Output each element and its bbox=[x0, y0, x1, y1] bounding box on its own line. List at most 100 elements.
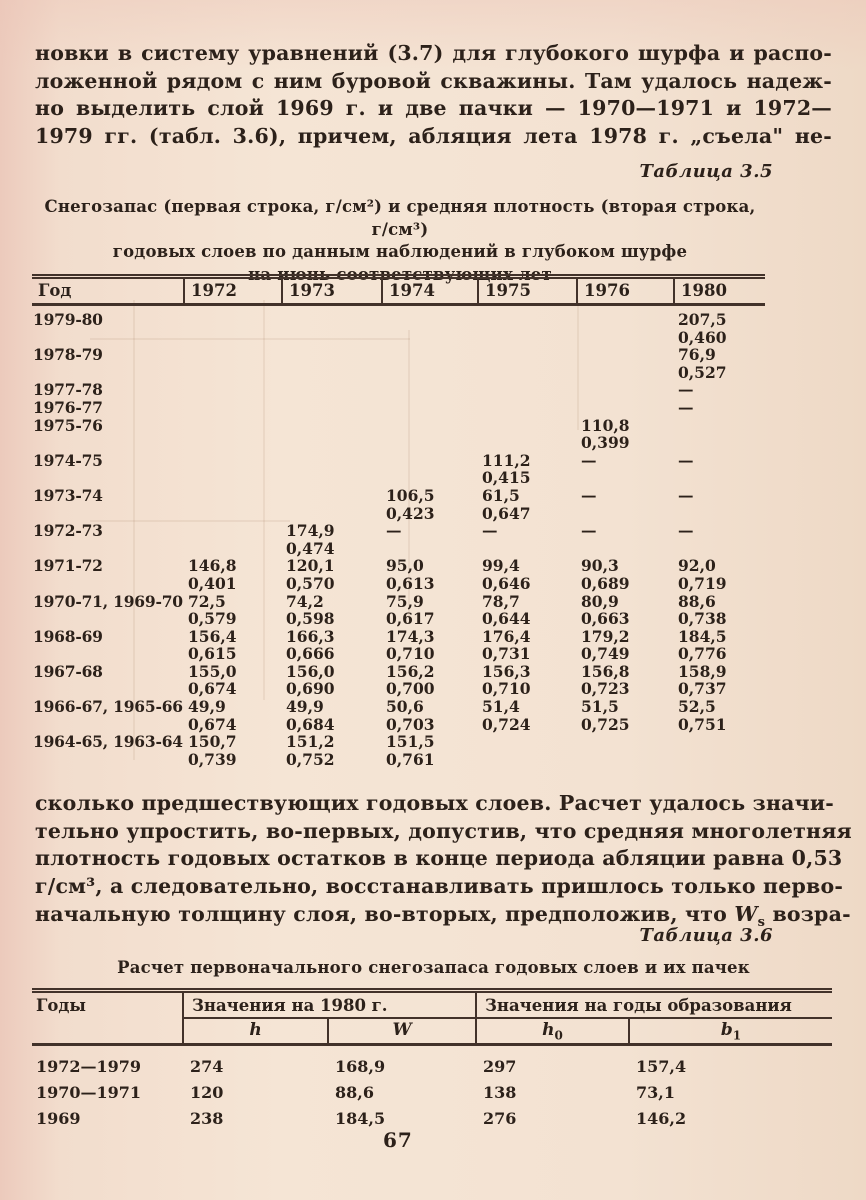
table35-row-label-empty bbox=[32, 610, 183, 628]
caption-line: годовых слоев по данным наблюдений в глу… bbox=[112, 242, 688, 261]
math-subscript: s bbox=[757, 914, 766, 930]
text-line: плотность годовых остатков в конце перио… bbox=[35, 846, 843, 871]
table35-row-label-empty bbox=[32, 575, 183, 593]
table35-row: 1971-72 146,8 120,1 95,0 99,4 90,3 92,0 bbox=[32, 557, 765, 575]
table35-snow-value: 158,9 bbox=[678, 661, 727, 681]
table35-snow-value: 52,5 bbox=[678, 697, 716, 717]
table35-density-value: 0,598 bbox=[286, 609, 335, 629]
table35-density-value: 0,674 bbox=[188, 679, 237, 699]
table35-density-value: 0,723 bbox=[581, 679, 630, 699]
paragraph-middle: сколько предшествующих годовых слоев. Ра… bbox=[35, 790, 852, 930]
table35-snow-value: 92,0 bbox=[678, 556, 716, 576]
table35-density-value: 0,703 bbox=[386, 714, 435, 734]
table35-snow-value: — bbox=[581, 485, 597, 505]
table35-snow-value: 61,5 bbox=[482, 485, 520, 505]
table35-density-value bbox=[381, 540, 477, 558]
table35-row-label: 1968-69 bbox=[33, 626, 103, 646]
table36-value: 168,9 bbox=[335, 1057, 386, 1076]
table35-snow-value bbox=[183, 311, 281, 329]
table35-density-value bbox=[477, 434, 576, 452]
table35-row: 1972-73 174,9 — — — — bbox=[32, 522, 765, 540]
table35-row-label-empty bbox=[32, 434, 183, 452]
table36-value: 184,5 bbox=[335, 1109, 386, 1128]
table35-snow-value: — bbox=[678, 380, 694, 400]
table35-density-value: 0,710 bbox=[386, 644, 435, 664]
table35-density-value bbox=[576, 364, 673, 382]
table35-density-value: 0,700 bbox=[386, 679, 435, 699]
table35-density-value: 0,423 bbox=[386, 503, 435, 523]
math-subscript: 1 bbox=[732, 1028, 742, 1043]
table35-snow-value bbox=[281, 452, 381, 470]
table35-snow-value: 72,5 bbox=[188, 591, 226, 611]
table35-column-header: 1975 bbox=[477, 279, 576, 303]
table35-snow-value bbox=[477, 381, 576, 399]
table35-snow-value: — bbox=[482, 521, 498, 541]
table35-density-value bbox=[183, 540, 281, 558]
table35-snow-value bbox=[381, 346, 477, 364]
table35-density-value bbox=[576, 540, 673, 558]
table35-density-value bbox=[281, 469, 381, 487]
table35-snow-value bbox=[381, 452, 477, 470]
table35-row: 1968-69 156,4 166,3 174,3 176,4 179,2 184,5 bbox=[32, 628, 765, 646]
table36-value: 297 bbox=[483, 1057, 517, 1076]
table35-snow-value: 156,4 bbox=[188, 626, 237, 646]
table35-density-value bbox=[477, 751, 576, 769]
table35-density-value: 0,684 bbox=[286, 714, 335, 734]
table35-snow-value bbox=[477, 399, 576, 417]
table35-row-label-empty bbox=[32, 364, 183, 382]
table35-snow-value: — bbox=[581, 521, 597, 541]
table35-density-value bbox=[673, 540, 765, 558]
table35-snow-value bbox=[576, 381, 673, 399]
text-line: сколько предшествующих годовых слоев. Ра… bbox=[35, 791, 834, 815]
table36-value: 73,1 bbox=[636, 1083, 675, 1102]
table35-density-value: 0,617 bbox=[386, 609, 435, 629]
table35-density-value: 0,613 bbox=[386, 573, 435, 593]
math-symbol: h bbox=[542, 1020, 555, 1040]
table35-row-label: 1971-72 bbox=[33, 556, 103, 576]
table35-row: 1964-65, 1963-64 150,7 151,2 151,5 bbox=[32, 733, 765, 751]
showthrough-line bbox=[133, 300, 135, 760]
table35-snow-value bbox=[183, 452, 281, 470]
table36-value: 276 bbox=[483, 1109, 517, 1128]
table35-snow-value: 110,8 bbox=[581, 415, 630, 435]
math-symbol: b bbox=[720, 1020, 733, 1040]
showthrough-line bbox=[90, 520, 290, 522]
table36-value: 146,2 bbox=[636, 1109, 687, 1128]
table35-snow-value bbox=[576, 346, 673, 364]
table35-row-label: 1974-75 bbox=[33, 450, 103, 470]
caption-line: Снегозапас (первая строка, г/см²) и сред… bbox=[44, 197, 756, 239]
table35-snow-value: 207,5 bbox=[678, 310, 727, 329]
table35-density-value: 0,474 bbox=[286, 538, 335, 558]
page-number: 67 bbox=[383, 1128, 413, 1152]
table35-density-value: 0,719 bbox=[678, 573, 727, 593]
table35-snow-value: — bbox=[678, 397, 694, 417]
showthrough-line bbox=[577, 300, 579, 430]
table35-density-value: 0,579 bbox=[188, 609, 237, 629]
table35-density-value bbox=[673, 751, 765, 769]
table35-header-row: Год 1972 1973 1974 1975 1976 1980 bbox=[32, 274, 765, 306]
table35-density-value: 0,724 bbox=[482, 714, 531, 734]
table35-snow-value bbox=[381, 311, 477, 329]
table35-snow-value: 176,4 bbox=[482, 626, 531, 646]
table36-years-value: 1972—1979 bbox=[36, 1057, 142, 1076]
table35-snow-value bbox=[183, 417, 281, 435]
table35-density-row: 0,615 0,666 0,710 0,731 0,749 0,776 bbox=[32, 645, 765, 663]
table36-caption: Расчет первоначального снегозапаса годов… bbox=[117, 958, 750, 977]
table35-density-value: 0,752 bbox=[286, 749, 335, 769]
table35-snow-value: 120,1 bbox=[286, 556, 335, 576]
table35-snow-value: 99,4 bbox=[482, 556, 520, 576]
table35-snow-value bbox=[673, 417, 765, 435]
table35-snow-value: 74,2 bbox=[286, 591, 324, 611]
table35-snow-value: — bbox=[386, 521, 402, 541]
table35-density-value: 0,737 bbox=[678, 679, 727, 699]
table35-snow-value: 95,0 bbox=[386, 556, 424, 576]
table35-snow-value bbox=[576, 399, 673, 417]
table35-snow-value: 174,3 bbox=[386, 626, 435, 646]
table35-snow-value: 156,2 bbox=[386, 661, 435, 681]
table36: Годы Значения на 1980 г. Значения на год… bbox=[32, 988, 832, 1132]
table35-row: 1966-67, 1965-66 49,9 49,9 50,6 51,4 51,5 52,5 bbox=[32, 698, 765, 716]
table35-row-label: 1966-67, 1965-66 bbox=[33, 697, 183, 717]
table35-column-header: 1973 bbox=[281, 279, 381, 303]
table35-snow-value: 111,2 bbox=[482, 450, 531, 470]
table36-value: 274 bbox=[190, 1057, 224, 1076]
